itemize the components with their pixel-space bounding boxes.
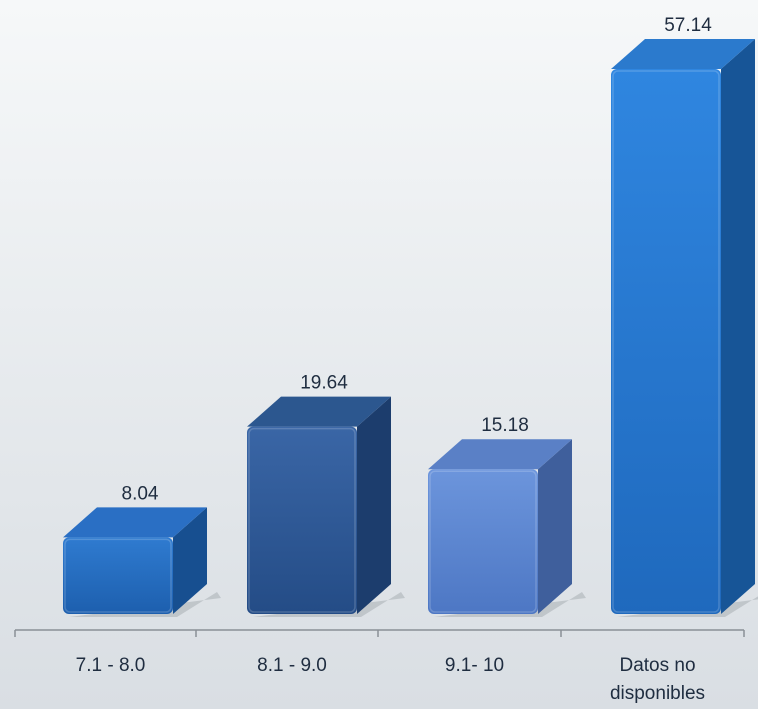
data-label: 8.04 bbox=[122, 483, 159, 504]
data-label: 57.14 bbox=[664, 15, 712, 36]
bar-side-face bbox=[357, 396, 391, 614]
category-label: 9.1- 10 bbox=[445, 655, 504, 676]
bar-front-face bbox=[247, 426, 357, 614]
bar-highlight bbox=[248, 427, 356, 613]
bar-top-face bbox=[428, 439, 572, 470]
bars bbox=[63, 39, 758, 617]
category-label-line: 9.1- 10 bbox=[445, 655, 504, 676]
labels: 8.04 7.1 - 8.0 19.64 8.1 - 9.0 15.18 9.1- 10 5… bbox=[76, 15, 713, 704]
bar-front-face bbox=[611, 69, 721, 614]
data-label: 15.18 bbox=[481, 415, 529, 436]
bar-highlight bbox=[612, 70, 720, 613]
bar bbox=[63, 507, 221, 617]
bar-side-face bbox=[538, 439, 572, 614]
category-label-line: 8.1 - 9.0 bbox=[257, 655, 327, 676]
bar-top-face bbox=[247, 396, 391, 427]
category-label-line: Datos no bbox=[619, 655, 695, 676]
bar-highlight bbox=[429, 470, 537, 613]
bar bbox=[247, 396, 405, 617]
category-label-line: disponibles bbox=[610, 683, 705, 704]
bar-shadow bbox=[434, 592, 586, 617]
data-label: 19.64 bbox=[300, 373, 348, 394]
bar-side-face bbox=[173, 507, 207, 614]
bar-top-face bbox=[611, 39, 755, 69]
bar bbox=[428, 439, 586, 617]
x-axis bbox=[14, 629, 745, 637]
category-label-line: 7.1 - 8.0 bbox=[76, 655, 146, 676]
bar-shadow bbox=[69, 592, 221, 617]
bar-front-face bbox=[428, 469, 538, 614]
bar bbox=[611, 39, 758, 617]
category-label: 8.1 - 9.0 bbox=[257, 655, 327, 676]
bar-shadow bbox=[253, 592, 405, 617]
bar-top-face bbox=[63, 507, 207, 538]
bar-side-face bbox=[721, 39, 755, 614]
category-label: Datos no disponibles bbox=[610, 655, 705, 704]
category-label: 7.1 - 8.0 bbox=[76, 655, 146, 676]
bar-front-face bbox=[63, 537, 173, 614]
bar-highlight bbox=[64, 538, 172, 613]
